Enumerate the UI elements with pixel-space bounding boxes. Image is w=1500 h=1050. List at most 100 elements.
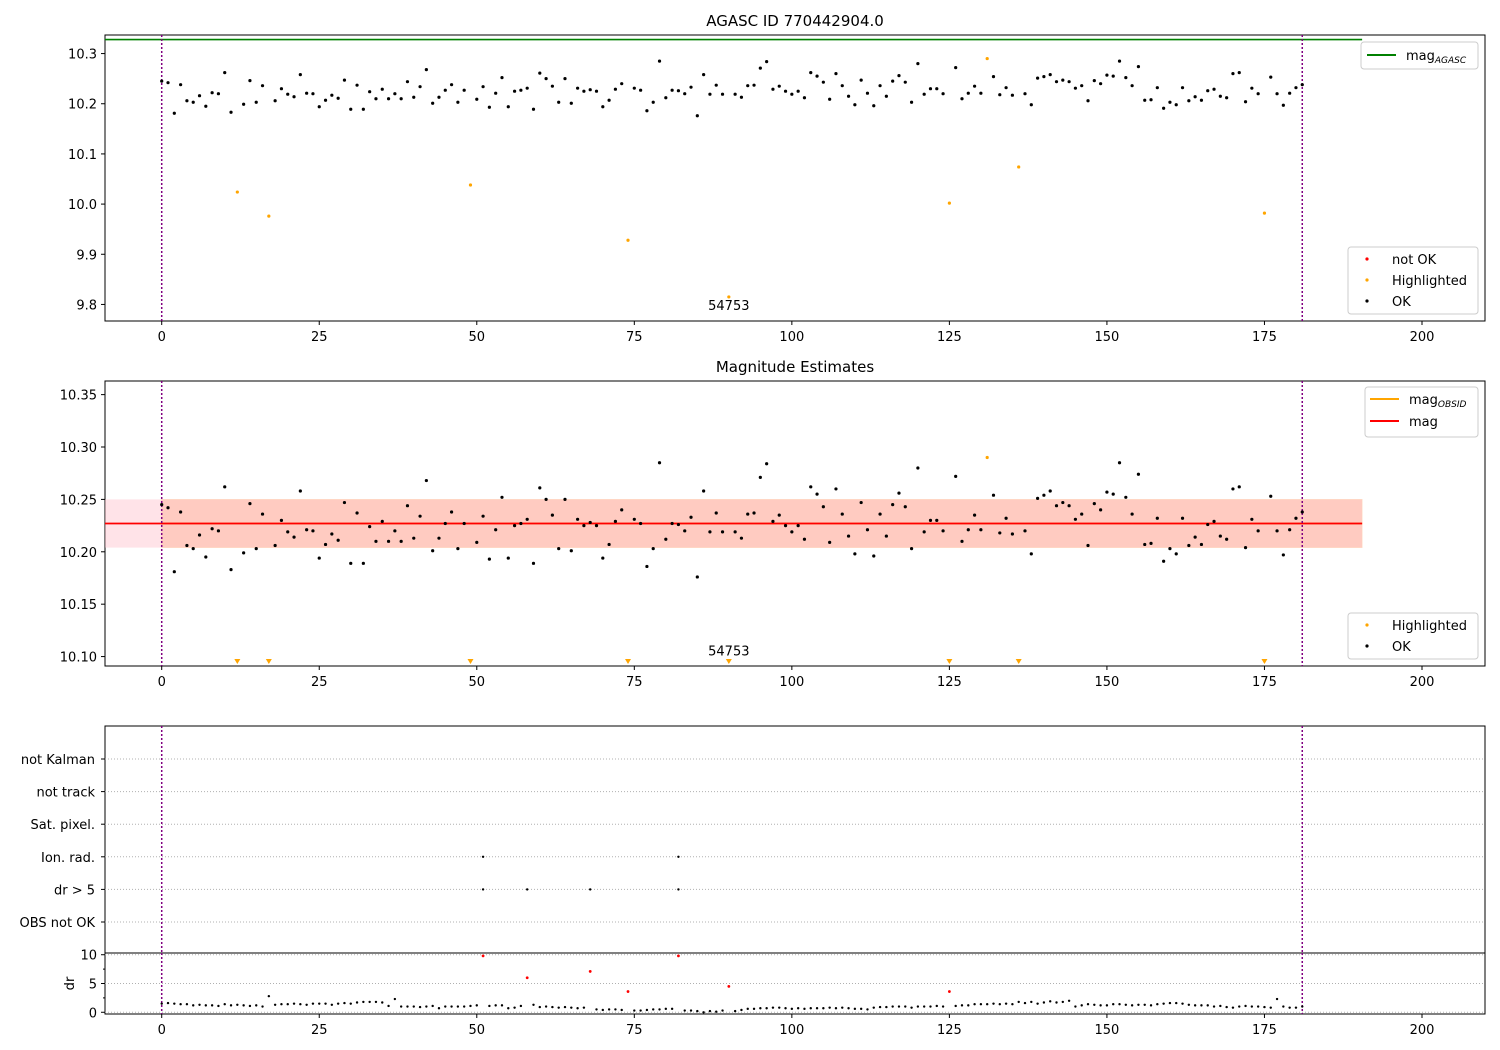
agasc-ok-point xyxy=(569,101,573,105)
agasc-ok-point xyxy=(878,84,882,88)
agasc-ok-point xyxy=(386,97,391,101)
agasc-ok-point xyxy=(1269,75,1273,79)
agasc-ok-point xyxy=(758,66,762,70)
dr-point xyxy=(551,1005,554,1009)
mag-ok-point xyxy=(481,514,485,518)
mag-ytick-label: 10.15 xyxy=(60,598,97,613)
agasc-ok-point xyxy=(1180,86,1185,90)
mag-ytick-label: 10.25 xyxy=(60,493,97,508)
mag-ok-point xyxy=(1256,529,1260,533)
dr-flagged-point xyxy=(727,984,731,988)
mag-ok-point xyxy=(1136,472,1141,476)
flag-row-label: not track xyxy=(36,786,95,801)
dr-point xyxy=(374,1000,378,1004)
agasc-ok-point xyxy=(336,96,340,100)
agasc-legend-label: Highlighted xyxy=(1392,274,1467,289)
flag-point xyxy=(525,888,529,891)
dr-point xyxy=(985,1003,989,1006)
agasc-ok-point xyxy=(872,104,876,108)
dr-point xyxy=(362,1000,365,1004)
agasc-ok-point xyxy=(607,98,611,102)
agasc-ok-point xyxy=(582,89,586,93)
mag-out-of-range-marker xyxy=(1015,659,1022,664)
dr-point xyxy=(992,1002,995,1005)
mag-xtick-label: 75 xyxy=(626,675,643,690)
agasc-ok-point xyxy=(922,92,926,96)
agasc-ok-point xyxy=(216,92,221,96)
agasc-ok-point xyxy=(884,94,888,98)
mag-out-of-range-marker xyxy=(625,659,632,664)
mag-ok-point xyxy=(670,521,674,526)
agasc-ok-point xyxy=(481,85,485,89)
mag-ok-point xyxy=(1117,461,1122,465)
agasc-ok-point xyxy=(1187,99,1191,103)
mag-ok-point xyxy=(834,487,838,491)
dr-point xyxy=(1275,997,1279,1001)
mag-ok-point xyxy=(550,513,554,517)
dr-point xyxy=(330,1003,334,1006)
agasc-ok-point xyxy=(752,83,756,87)
dr-point xyxy=(790,1007,794,1011)
dr-point xyxy=(507,1007,510,1010)
mag-ytick-label: 10.20 xyxy=(60,546,97,561)
agasc-legend-lower xyxy=(1347,246,1479,315)
dr-point xyxy=(1225,1005,1228,1009)
flag-point xyxy=(677,888,680,891)
dr-point xyxy=(878,1005,882,1009)
dr-point xyxy=(469,1004,472,1008)
dr-point xyxy=(267,994,271,998)
agasc-ok-point xyxy=(185,99,189,103)
agasc-legend-upper xyxy=(1360,41,1479,70)
mag-ok-point xyxy=(891,503,895,507)
mag-ok-point xyxy=(1168,547,1172,551)
agasc-ok-point xyxy=(796,89,800,93)
dr-point xyxy=(670,1007,674,1011)
dr-point xyxy=(1017,1000,1020,1004)
agasc-ok-point xyxy=(1048,73,1052,77)
dr-point xyxy=(1036,1002,1039,1005)
agasc-ok-point xyxy=(462,88,466,92)
agasc-ok-point xyxy=(273,99,277,103)
mag-ok-point xyxy=(185,543,189,548)
agasc-ok-point xyxy=(1023,92,1027,96)
dr-point xyxy=(941,1005,945,1008)
agasc-ok-point xyxy=(160,79,164,83)
dr-ytick-label: 10 xyxy=(80,949,97,964)
mag-ok-point xyxy=(500,495,504,499)
dr-point xyxy=(1049,1000,1052,1003)
mag-ok-point xyxy=(1206,522,1210,527)
mag-ok-point xyxy=(1225,537,1229,541)
mag-ok-point xyxy=(683,529,687,533)
dr-point xyxy=(444,1005,447,1008)
mag-ok-point xyxy=(1288,528,1292,532)
dr-point xyxy=(242,1004,245,1007)
dr-point xyxy=(891,1005,894,1008)
dr-xtick-label: 75 xyxy=(626,1023,643,1038)
agasc-ok-point xyxy=(998,93,1002,97)
mag-ok-point xyxy=(689,515,693,519)
mag-ok-point xyxy=(1105,490,1109,494)
dr-point xyxy=(406,1005,409,1008)
dr-point xyxy=(633,1009,636,1012)
mag-ok-point xyxy=(317,556,321,560)
mag-ok-point xyxy=(424,478,428,483)
dr-point xyxy=(173,1002,176,1005)
mag-out-of-range-marker xyxy=(467,659,474,664)
agasc-ok-point xyxy=(204,104,208,108)
agasc-ok-point xyxy=(771,87,775,91)
dr-point xyxy=(456,1005,460,1008)
agasc-ok-point xyxy=(525,86,529,90)
agasc-ok-point xyxy=(368,90,372,94)
agasc-ok-point xyxy=(815,74,819,78)
dr-point xyxy=(532,1003,535,1006)
dr-ytick-label: 0 xyxy=(89,1006,97,1021)
mag-ok-point xyxy=(342,500,347,505)
agasc-ok-point xyxy=(777,84,781,88)
agasc-ok-point xyxy=(733,92,737,96)
dr-point xyxy=(475,1004,478,1007)
agasc-ok-point xyxy=(613,87,618,91)
agasc-ok-point xyxy=(1225,96,1229,100)
agasc-ok-point xyxy=(1218,94,1222,98)
mag-ok-point xyxy=(928,518,933,522)
agasc-ok-point xyxy=(1199,98,1204,102)
